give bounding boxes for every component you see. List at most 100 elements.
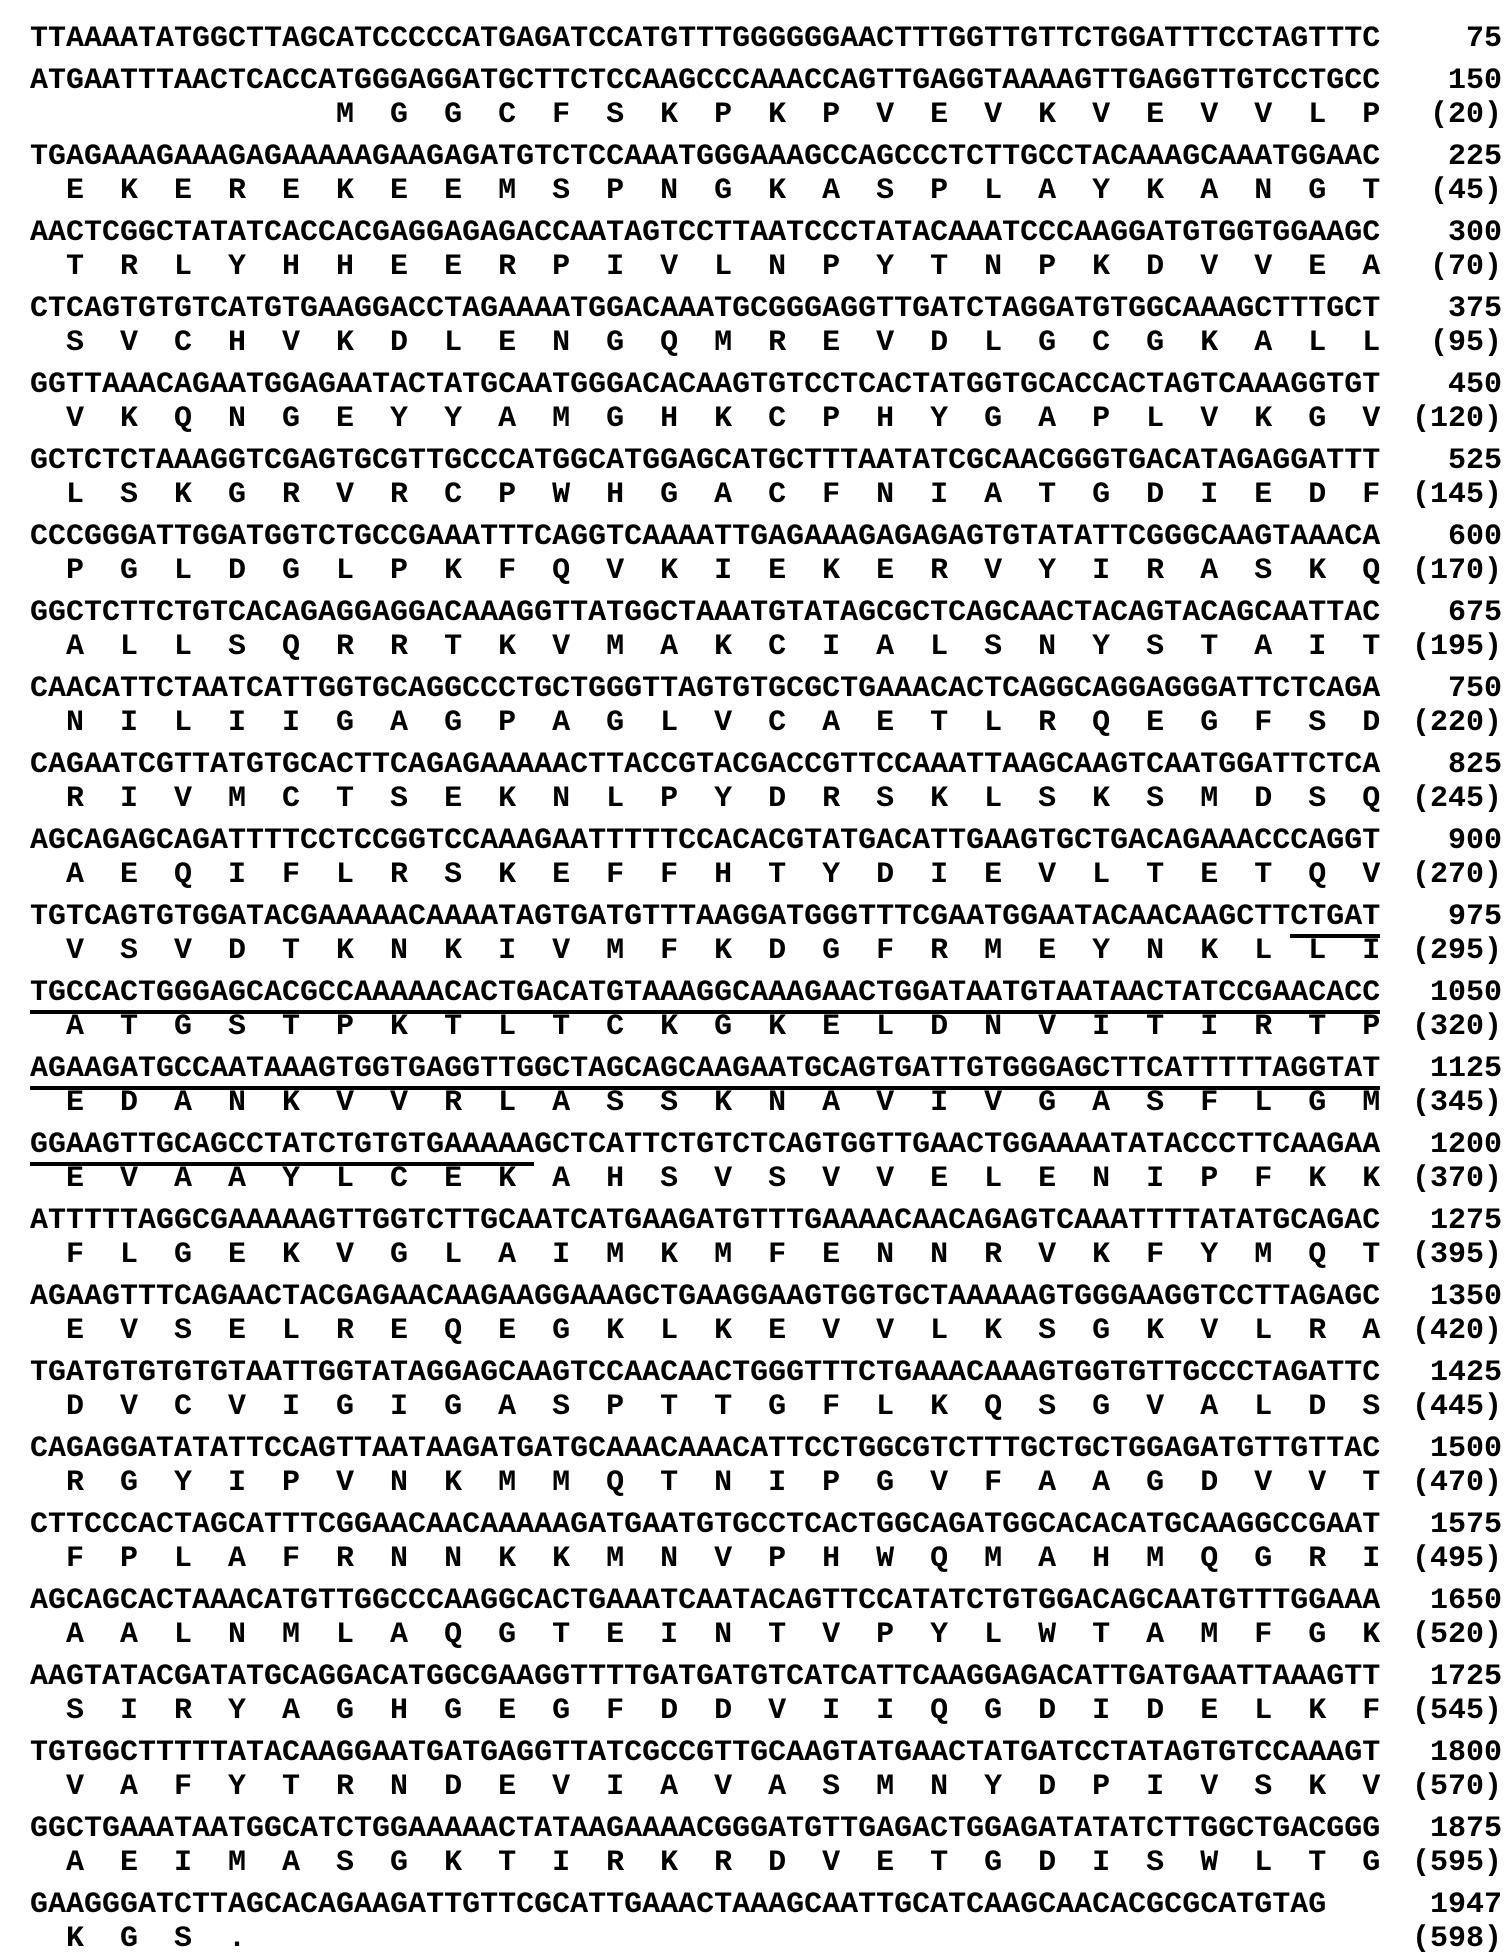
amino-acid-row: V K Q N G E Y Y A M G H K C P H Y G A P … (30, 402, 1508, 436)
nucleotide-sequence: TGATGTGTGTGTAATTGGTATAGGAGCAAGTCCAACAACT… (30, 1356, 1381, 1390)
nucleotide-sequence: GGAAGTTGCAGCCTATCTGTGTGAAAAAGCTCATTCTGTC… (30, 1128, 1382, 1166)
sequence-block: CAGAGGATATATTCCAGTTAATAAGATGATGCAAACAAAC… (30, 1432, 1508, 1500)
nucleotide-row: CCCGGGATTGGATGGTCTGCCGAAATTTCAGGTCAAAATT… (30, 520, 1508, 554)
nucleotide-sequence: ATGAATTTAACTCACCATGGGAGGATGCTTCTCCAAGCCC… (30, 64, 1381, 98)
underlined-sequence-segment: CTGAT (1290, 900, 1381, 938)
amino-acid-sequence: F L G E K V G L A I M K M F E N N R V K … (30, 1238, 1381, 1272)
nucleotide-position: 1650 (1429, 1584, 1502, 1618)
amino-acid-position: (345) (1411, 1086, 1502, 1120)
nucleotide-sequence: TGAGAAAGAAAGAGAAAAAGAAGAGATGTCTCCAAATGGG… (30, 140, 1381, 174)
amino-acid-sequence: V S V D T K N K I V M F K D G F R M E Y … (30, 934, 1381, 968)
nucleotide-sequence: CTTCCCACTAGCATTTCGGAACAACAAAAAGATGAATGTG… (30, 1508, 1381, 1542)
nucleotide-row: CTCAGTGTGTCATGTGAAGGACCTAGAAAATGGACAAATG… (30, 292, 1508, 326)
nucleotide-row: TGCCACTGGGAGCACGCCAAAAACACTGACATGTAAAGGC… (30, 976, 1508, 1014)
amino-acid-position: (470) (1411, 1466, 1502, 1500)
nucleotide-position: 450 (1447, 368, 1502, 402)
amino-acid-sequence: E V A A Y L C E K A H S V S V V E L E N … (30, 1162, 1381, 1196)
amino-acid-position: (270) (1411, 858, 1502, 892)
amino-acid-row: S I R Y A G H G E G F D D V I I Q G D I … (30, 1694, 1508, 1728)
sequence-block: GCTCTCTAAAGGTCGAGTGCGTTGCCCATGGCATGGAGCA… (30, 444, 1508, 512)
amino-acid-sequence: V A F Y T R N D E V I A V A S M N Y D P … (30, 1770, 1381, 1804)
amino-acid-sequence: A L L S Q R R T K V M A K C I A L S N Y … (30, 630, 1381, 664)
amino-acid-sequence: A E I M A S G K T I R K R D V E T G D I … (30, 1846, 1381, 1880)
underlined-sequence-segment: GGAAGTTGCAGCCTATCTGTGTGAAAAA (30, 1128, 535, 1166)
amino-acid-position: (170) (1411, 554, 1502, 588)
nucleotide-row: ATGAATTTAACTCACCATGGGAGGATGCTTCTCCAAGCCC… (30, 64, 1508, 98)
nucleotide-sequence: CTCAGTGTGTCATGTGAAGGACCTAGAAAATGGACAAATG… (30, 292, 1381, 326)
sequence-block: TGATGTGTGTGTAATTGGTATAGGAGCAAGTCCAACAACT… (30, 1356, 1508, 1424)
nucleotide-position: 1947 (1429, 1888, 1502, 1922)
sequence-block: AGAAGATGCCAATAAAGTGGTGAGGTTGGCTAGCAGCAAG… (30, 1052, 1508, 1120)
nucleotide-position: 1125 (1429, 1052, 1502, 1086)
nucleotide-sequence: AGAAGATGCCAATAAAGTGGTGAGGTTGGCTAGCAGCAAG… (30, 1052, 1382, 1090)
amino-acid-position: (520) (1411, 1618, 1502, 1652)
nucleotide-sequence: TTAAAATATGGCTTAGCATCCCCCATGAGATCCATGTTTG… (30, 22, 1381, 56)
nucleotide-row: AGCAGAGCAGATTTTCCTCCGGTCCAAAGAATTTTTCCAC… (30, 824, 1508, 858)
sequence-block: CAACATTCTAATCATTGGTGCAGGCCCTGCTGGGTTAGTG… (30, 672, 1508, 740)
nucleotide-row: AGCAGCACTAAACATGTTGGCCCAAGGCACTGAAATCAAT… (30, 1584, 1508, 1618)
nucleotide-position: 1800 (1429, 1736, 1502, 1770)
amino-acid-position: (445) (1411, 1390, 1502, 1424)
nucleotide-sequence: AGCAGAGCAGATTTTCCTCCGGTCCAAAGAATTTTTCCAC… (30, 824, 1381, 858)
amino-acid-sequence: S I R Y A G H G E G F D D V I I Q G D I … (30, 1694, 1381, 1728)
amino-acid-position: (320) (1411, 1010, 1502, 1044)
nucleotide-sequence: CAGAATCGTTATGTGCACTTCAGAGAAAAACTTACCGTAC… (30, 748, 1381, 782)
amino-acid-sequence: P G L D G L P K F Q V K I E K E R V Y I … (30, 554, 1381, 588)
nucleotide-position: 75 (1465, 22, 1502, 56)
nucleotide-row: GAAGGGATCTTAGCACAGAAGATTGTTCGCATTGAAACTA… (30, 1888, 1508, 1922)
sequence-block: TTAAAATATGGCTTAGCATCCCCCATGAGATCCATGTTTG… (30, 22, 1508, 56)
amino-acid-row: E D A N K V V R L A S S K N A V I V G A … (30, 1086, 1508, 1120)
nucleotide-row: AGAAGATGCCAATAAAGTGGTGAGGTTGGCTAGCAGCAAG… (30, 1052, 1508, 1090)
nucleotide-position: 1350 (1429, 1280, 1502, 1314)
nucleotide-position: 225 (1447, 140, 1502, 174)
amino-acid-row: T R L Y H H E E R P I V L N P Y T N P K … (30, 250, 1508, 284)
nucleotide-position: 750 (1447, 672, 1502, 706)
nucleotide-row: ATTTTTAGGCGAAAAAGTTGGTCTTGCAATCATGAAGATG… (30, 1204, 1508, 1238)
amino-acid-row: V A F Y T R N D E V I A V A S M N Y D P … (30, 1770, 1508, 1804)
sequence-block: AGCAGAGCAGATTTTCCTCCGGTCCAAAGAATTTTTCCAC… (30, 824, 1508, 892)
nucleotide-position: 1425 (1429, 1356, 1502, 1390)
amino-acid-row: R I V M C T S E K N L P Y D R S K L S K … (30, 782, 1508, 816)
amino-acid-position: (120) (1411, 402, 1502, 436)
amino-acid-sequence: M G G C F S K P K P V E V K V E V V L P (30, 98, 1381, 132)
sequence-block: CTCAGTGTGTCATGTGAAGGACCTAGAAAATGGACAAATG… (30, 292, 1508, 360)
nucleotide-position: 525 (1447, 444, 1502, 478)
amino-acid-sequence: E D A N K V V R L A S S K N A V I V G A … (30, 1086, 1381, 1120)
nucleotide-position: 900 (1447, 824, 1502, 858)
amino-acid-row: P G L D G L P K F Q V K I E K E R V Y I … (30, 554, 1508, 588)
amino-acid-sequence: F P L A F R N N K K M N V P H W Q M A H … (30, 1542, 1381, 1576)
amino-acid-position: (598) (1411, 1922, 1502, 1956)
amino-acid-position: (420) (1411, 1314, 1502, 1348)
amino-acid-row: A L L S Q R R T K V M A K C I A L S N Y … (30, 630, 1508, 664)
nucleotide-position: 1200 (1429, 1128, 1502, 1162)
nucleotide-row: TGAGAAAGAAAGAGAAAAAGAAGAGATGTCTCCAAATGGG… (30, 140, 1508, 174)
amino-acid-row: F P L A F R N N K K M N V P H W Q M A H … (30, 1542, 1508, 1576)
sequence-block: GGCTGAAATAATGGCATCTGGAAAAACTATAAGAAAACGG… (30, 1812, 1508, 1880)
sequence-block: AACTCGGCTATATCACCACGAGGAGAGACCAATAGTCCTT… (30, 216, 1508, 284)
amino-acid-position: (595) (1411, 1846, 1502, 1880)
nucleotide-row: AACTCGGCTATATCACCACGAGGAGAGACCAATAGTCCTT… (30, 216, 1508, 250)
nucleotide-row: TGTCAGTGTGGATACGAAAAACAAAATAGTGATGTTTAAG… (30, 900, 1508, 938)
nucleotide-sequence: GGCTCTTCTGTCACAGAGGAGGACAAAGGTTATGGCTAAA… (30, 596, 1381, 630)
amino-acid-sequence: S V C H V K D L E N G Q M R E V D L G C … (30, 326, 1381, 360)
nucleotide-sequence: TGCCACTGGGAGCACGCCAAAAACACTGACATGTAAAGGC… (30, 976, 1382, 1014)
sequence-block: CCCGGGATTGGATGGTCTGCCGAAATTTCAGGTCAAAATT… (30, 520, 1508, 588)
amino-acid-position: (45) (1429, 174, 1502, 208)
nucleotide-sequence: GCTCTCTAAAGGTCGAGTGCGTTGCCCATGGCATGGAGCA… (30, 444, 1381, 478)
nucleotide-row: GCTCTCTAAAGGTCGAGTGCGTTGCCCATGGCATGGAGCA… (30, 444, 1508, 478)
sequence-blocks: TTAAAATATGGCTTAGCATCCCCCATGAGATCCATGTTTG… (30, 22, 1508, 1956)
amino-acid-position: (20) (1429, 98, 1502, 132)
nucleotide-row: AGAAGTTTCAGAACTACGAGAACAAGAAGGAAAGCTGAAG… (30, 1280, 1508, 1314)
amino-acid-row: M G G C F S K P K P V E V K V E V V L P … (30, 98, 1508, 132)
sequence-block: ATGAATTTAACTCACCATGGGAGGATGCTTCTCCAAGCCC… (30, 64, 1508, 132)
nucleotide-sequence: CAGAGGATATATTCCAGTTAATAAGATGATGCAAACAAAC… (30, 1432, 1381, 1466)
amino-acid-position: (295) (1411, 934, 1502, 968)
nucleotide-position: 1725 (1429, 1660, 1502, 1694)
nucleotide-sequence: TGTCAGTGTGGATACGAAAAACAAAATAGTGATGTTTAAG… (30, 900, 1382, 938)
amino-acid-row: S V C H V K D L E N G Q M R E V D L G C … (30, 326, 1508, 360)
sequence-block: AGCAGCACTAAACATGTTGGCCCAAGGCACTGAAATCAAT… (30, 1584, 1508, 1652)
amino-acid-sequence: N I L I I G A G P A G L V C A E T L R Q … (30, 706, 1381, 740)
amino-acid-sequence: D V C V I G I G A S P T T G F L K Q S G … (30, 1390, 1381, 1424)
nucleotide-sequence: ATTTTTAGGCGAAAAAGTTGGTCTTGCAATCATGAAGATG… (30, 1204, 1381, 1238)
